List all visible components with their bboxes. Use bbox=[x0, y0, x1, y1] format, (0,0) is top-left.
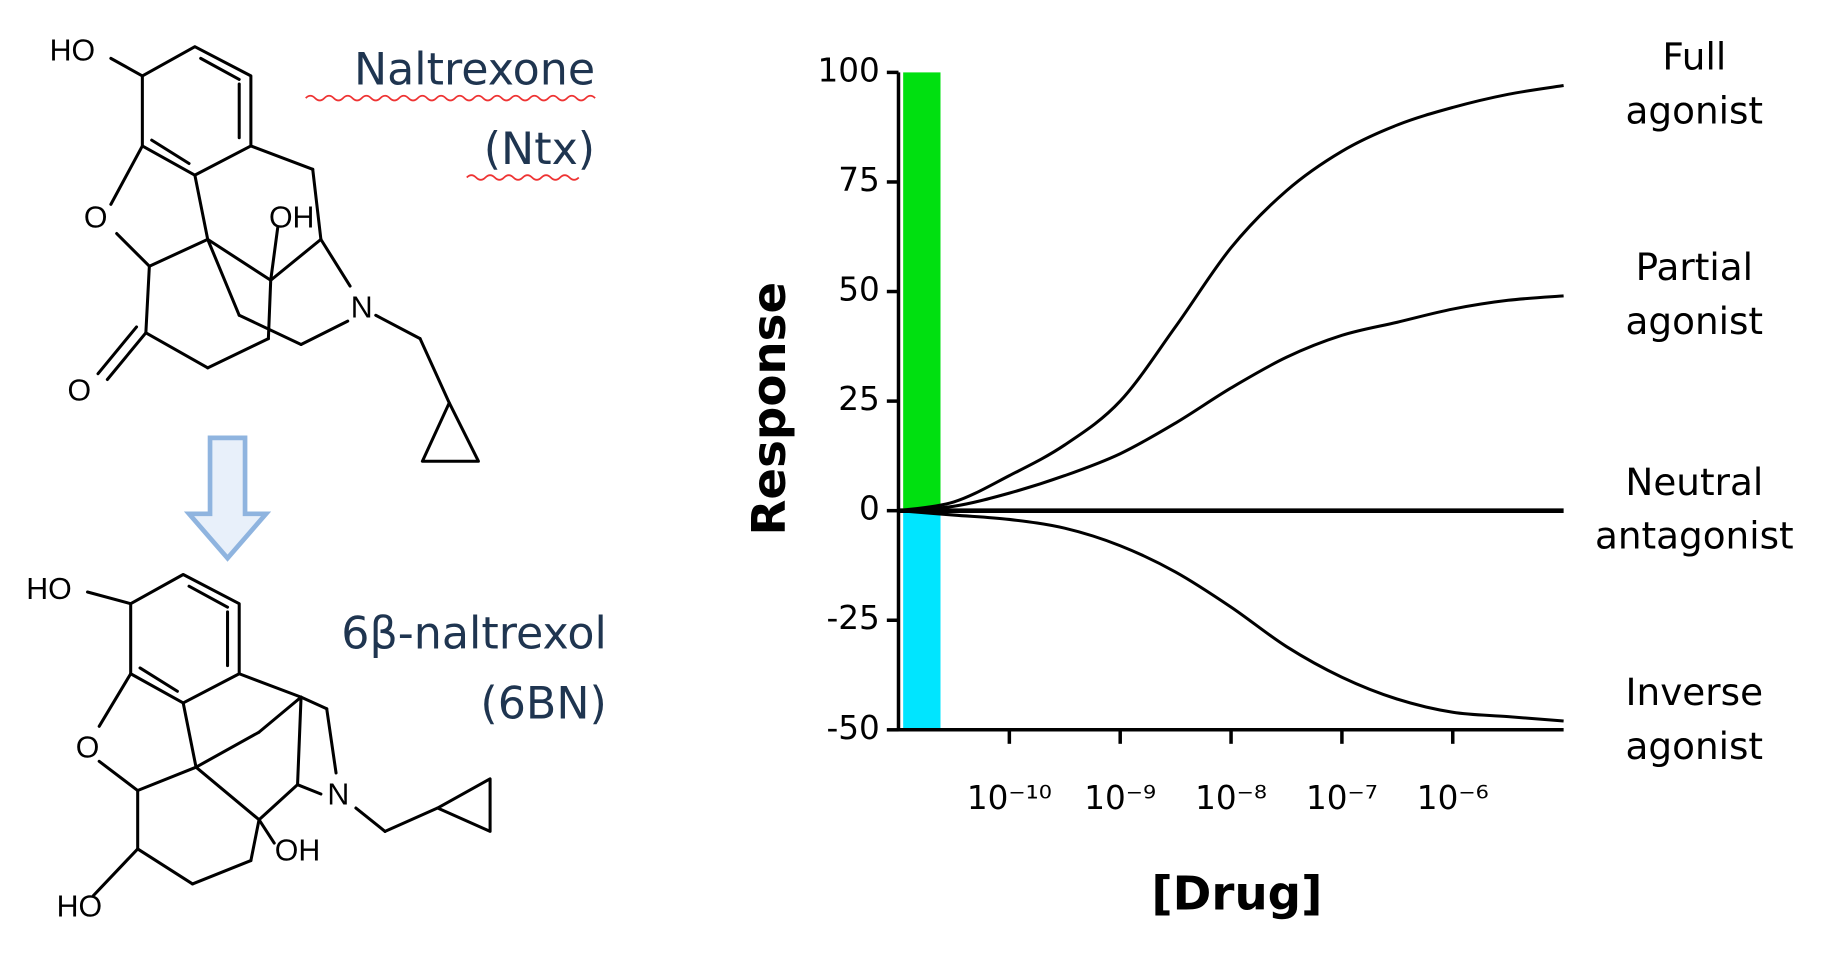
legend-label: Partial agonist bbox=[1626, 245, 1764, 343]
response-curve bbox=[898, 509, 1564, 723]
atom-label: O bbox=[84, 202, 108, 235]
naltrexol-structure bbox=[85, 572, 492, 898]
response-bar bbox=[903, 510, 941, 730]
y-tick-label: -25 bbox=[826, 599, 879, 637]
atom-label: HO bbox=[50, 35, 95, 68]
atom-label: N bbox=[327, 778, 349, 811]
response-curve bbox=[898, 294, 1564, 513]
atom-label: O bbox=[68, 374, 92, 407]
x-tick-label: 10⁻¹⁰ bbox=[967, 779, 1052, 817]
atom-label: N bbox=[351, 291, 373, 324]
atom-label: HO bbox=[57, 890, 102, 923]
y-tick-label: 25 bbox=[838, 380, 880, 418]
atom-label: OH bbox=[275, 834, 320, 867]
y-tick-label: 50 bbox=[838, 271, 880, 309]
atom-label: HO bbox=[26, 573, 71, 606]
legend-label: Neutral antagonist bbox=[1595, 459, 1794, 557]
y-axis-title: Response bbox=[743, 282, 797, 536]
molecule-abbrev: (6BN) bbox=[480, 678, 606, 729]
spellcheck-underline bbox=[305, 94, 596, 181]
molecule-name: Naltrexone bbox=[354, 44, 595, 95]
x-tick-label: 10⁻⁷ bbox=[1306, 779, 1378, 817]
response-curve bbox=[898, 84, 1564, 513]
molecule-abbrev: (Ntx) bbox=[484, 124, 595, 175]
naltrexone-structure bbox=[96, 45, 480, 463]
y-tick-label: -50 bbox=[826, 709, 879, 747]
atom-label: O bbox=[76, 732, 100, 765]
reaction-arrow bbox=[183, 435, 272, 562]
legend-label: Inverse agonist bbox=[1626, 670, 1764, 768]
x-tick-label: 10⁻⁹ bbox=[1084, 779, 1156, 817]
molecule-name: 6β-naltrexol bbox=[341, 608, 607, 659]
atom-label: OH bbox=[269, 202, 314, 235]
y-tick-label: 75 bbox=[838, 161, 880, 199]
y-tick-label: 100 bbox=[817, 51, 879, 89]
y-tick-label: 0 bbox=[859, 490, 880, 528]
response-bar bbox=[903, 72, 941, 511]
x-tick-label: 10⁻⁸ bbox=[1195, 779, 1267, 817]
x-axis-title: [Drug] bbox=[1151, 867, 1322, 921]
legend-label: Full agonist bbox=[1626, 34, 1764, 132]
x-tick-label: 10⁻⁶ bbox=[1417, 779, 1489, 817]
